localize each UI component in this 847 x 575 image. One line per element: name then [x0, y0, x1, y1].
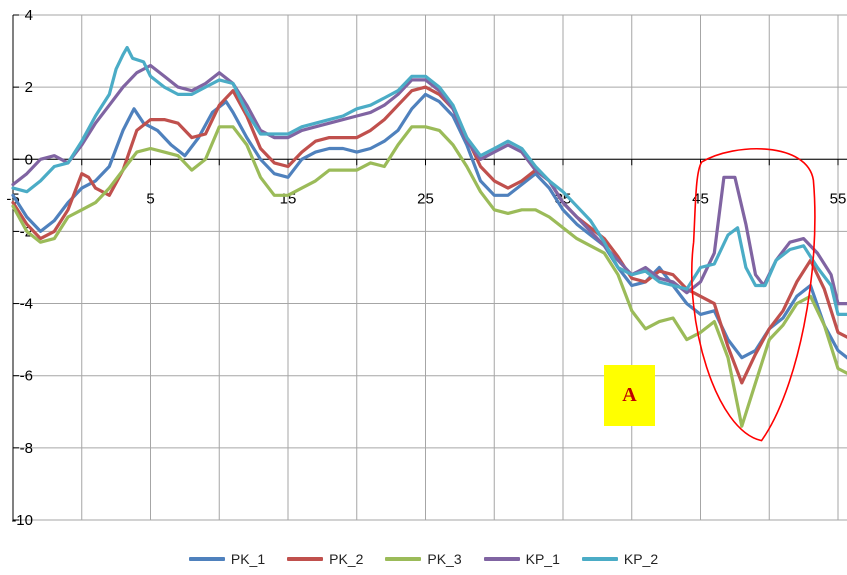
- series-line-pk-3: [11, 125, 847, 428]
- y-tick-label: -8: [20, 440, 33, 457]
- legend-item-kp-2: KP_2: [581, 551, 659, 567]
- legend-label: PK_1: [230, 551, 266, 567]
- series-line-pk-2: [11, 85, 847, 385]
- y-tick-label: -10: [11, 512, 33, 529]
- legend-swatch: [385, 557, 422, 561]
- tick-labels: 420-2-4-6-8-10-5 5 15 25 35 45 55: [6, 7, 846, 529]
- annotation-box: A: [604, 365, 655, 426]
- legend-item-pk-1: PK_1: [188, 551, 266, 567]
- legend-swatch: [188, 557, 225, 561]
- highlight-region: [690, 148, 816, 442]
- legend-label: KP_1: [525, 551, 560, 567]
- x-tick-label: 55: [830, 190, 847, 207]
- annotation-label: A: [622, 384, 637, 406]
- legend-item-pk-3: PK_3: [385, 551, 462, 567]
- legend-label: PK_3: [427, 551, 462, 567]
- y-tick-label: -6: [20, 368, 33, 385]
- series-lines: [11, 45, 847, 428]
- y-tick-label: 4: [25, 7, 33, 24]
- highlight-loop: [690, 148, 816, 442]
- legend: PK_1 PK_2 PK_3 KP_1 KP_2: [0, 548, 847, 570]
- series-line-pk-1: [11, 92, 847, 360]
- legend-swatch: [287, 557, 324, 561]
- y-tick-label: 0: [25, 151, 33, 168]
- legend-label: PK_2: [329, 551, 364, 567]
- x-tick-label: 5: [146, 190, 154, 207]
- legend-item-pk-2: PK_2: [287, 551, 363, 567]
- legend-swatch: [581, 557, 618, 561]
- legend-swatch: [483, 557, 520, 561]
- y-tick-label: -4: [20, 296, 33, 313]
- legend-label: KP_2: [623, 551, 659, 567]
- series-line-kp-2: [11, 45, 847, 316]
- x-tick-label: 25: [417, 190, 434, 207]
- legend-item-kp-1: KP_1: [483, 551, 560, 567]
- series-line-kp-1: [11, 63, 847, 306]
- line-chart: 420-2-4-6-8-10-5 5 15 25 35 45 55: [6, 7, 847, 529]
- y-tick-label: 2: [25, 79, 33, 96]
